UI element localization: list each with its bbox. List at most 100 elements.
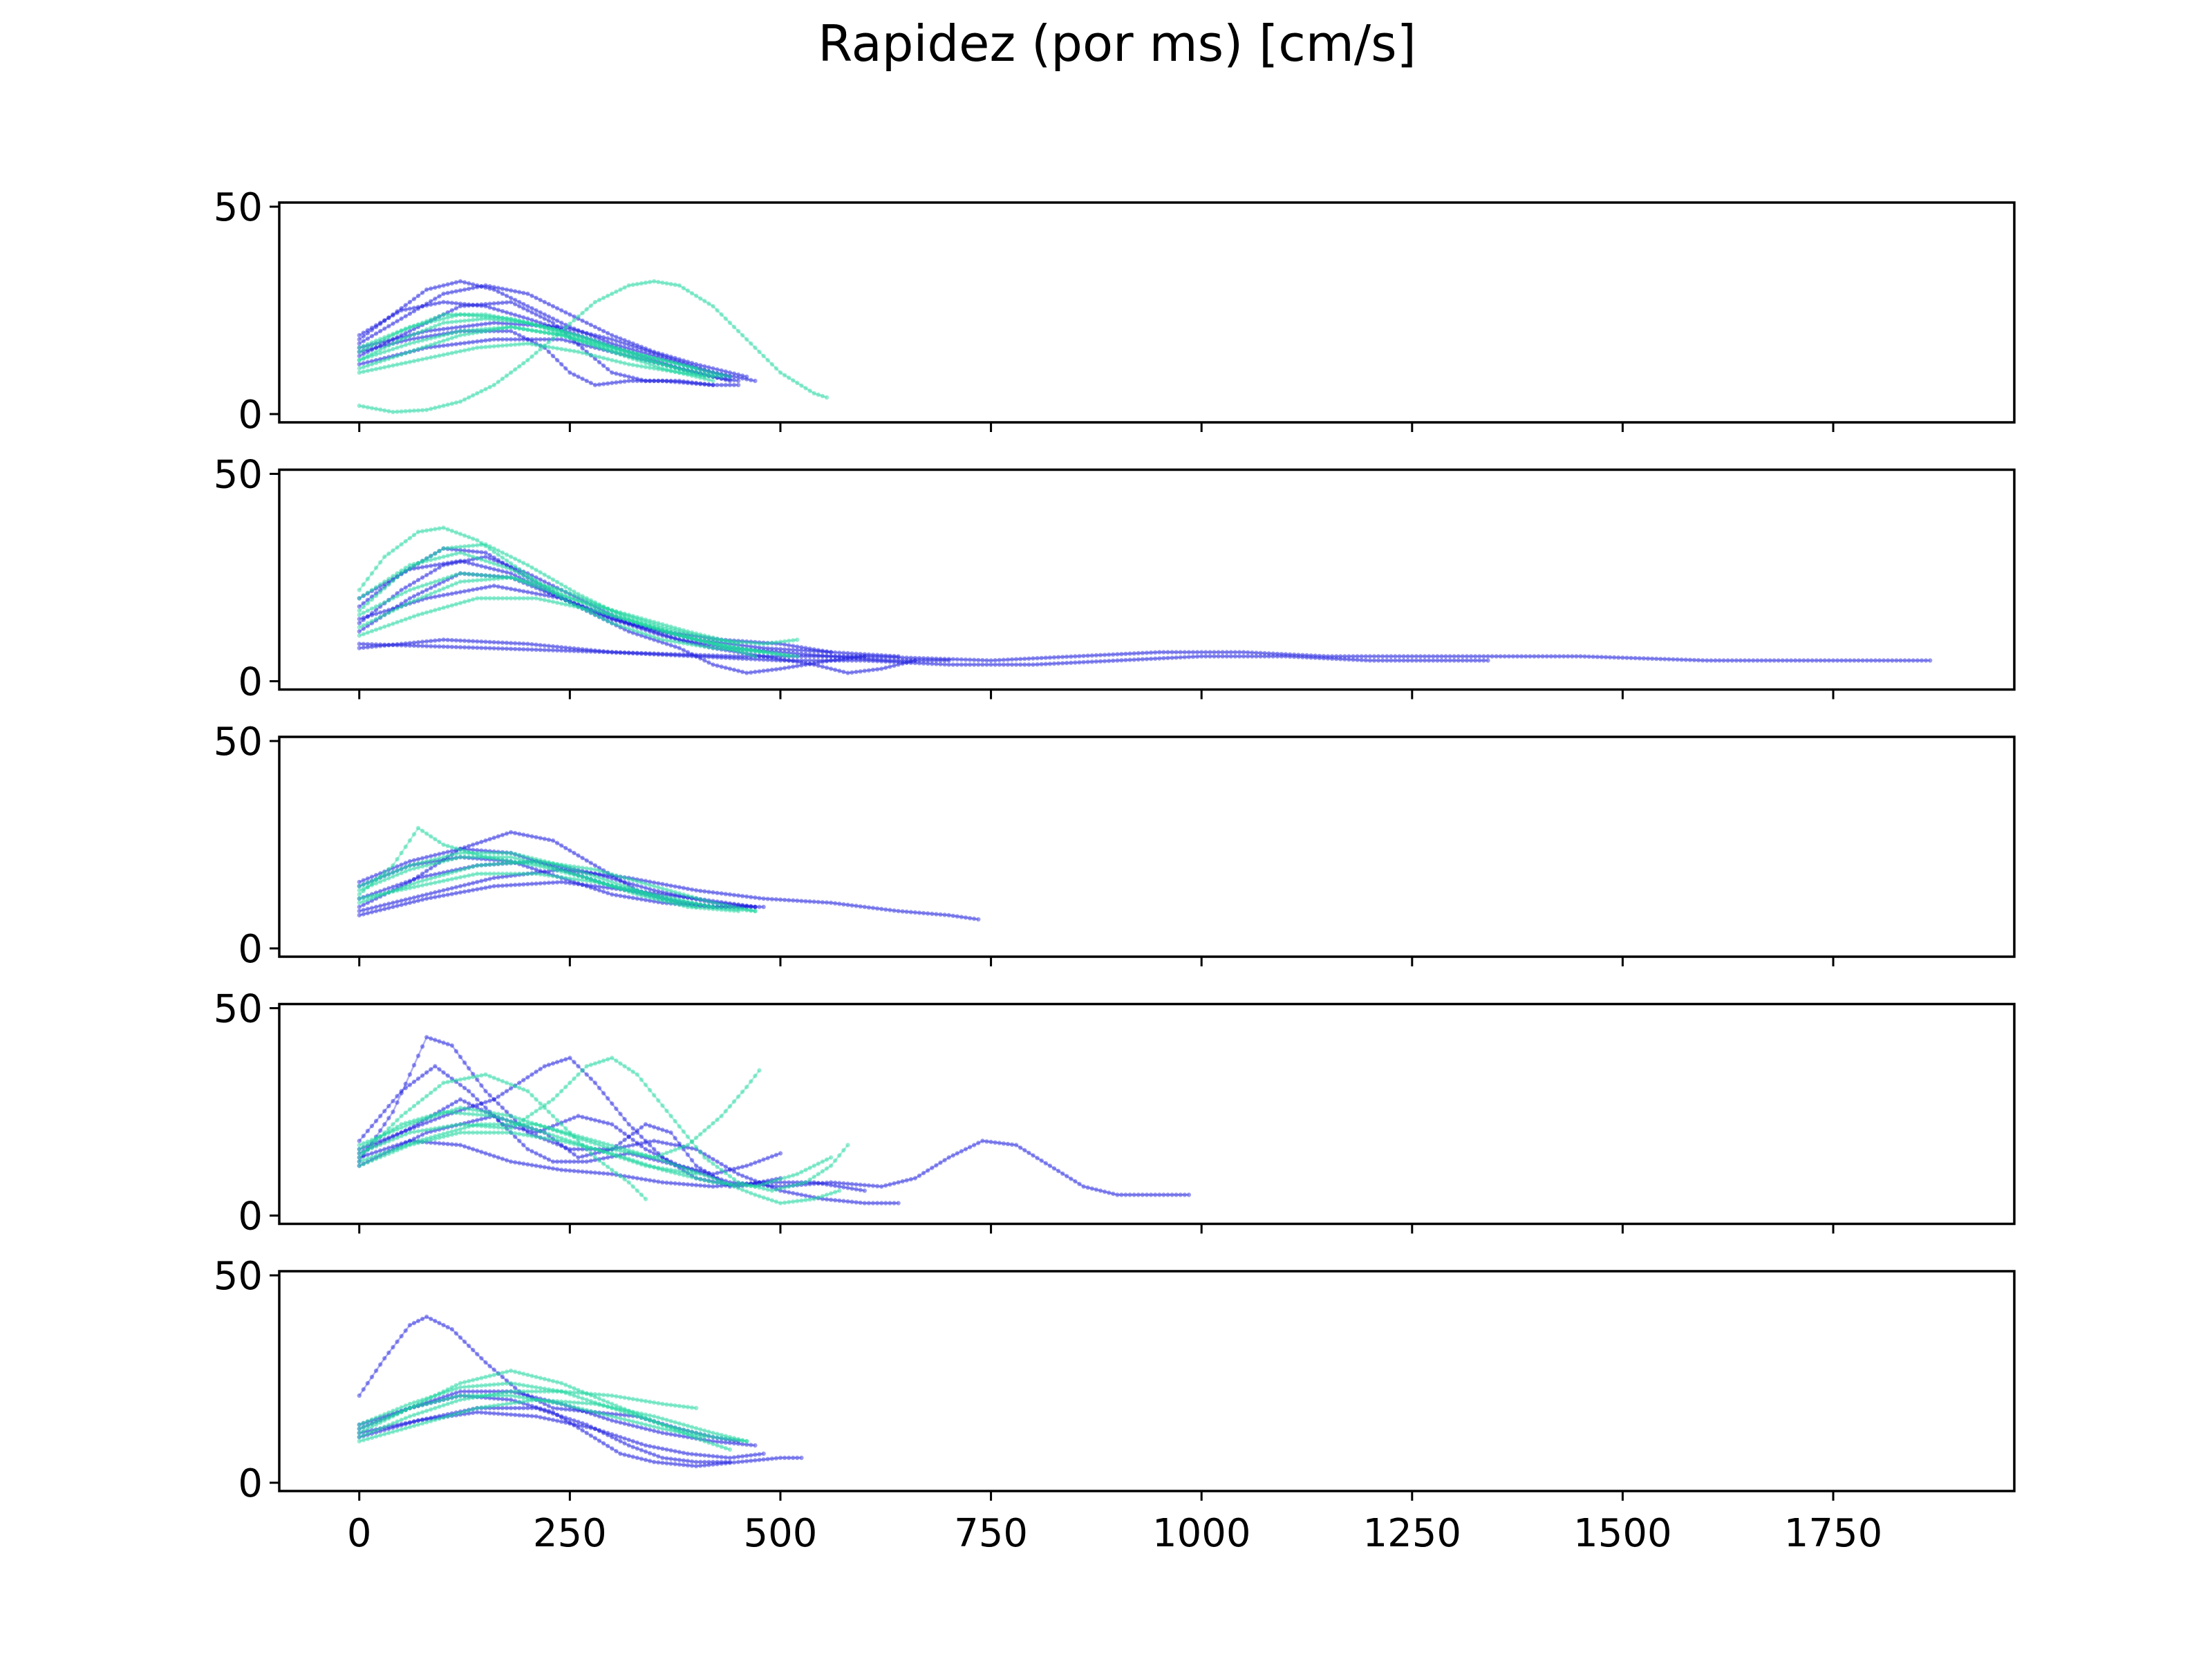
data-point (542, 836, 547, 841)
data-point (529, 859, 534, 864)
data-point (1687, 657, 1693, 662)
data-point (723, 641, 729, 646)
data-point (563, 597, 568, 603)
data-point (946, 658, 951, 663)
data-point (597, 868, 602, 873)
data-point (597, 606, 602, 611)
data-point (1397, 658, 1402, 663)
data-point (731, 906, 737, 912)
data-point (391, 409, 395, 415)
data-point (403, 360, 408, 366)
data-point (437, 284, 442, 289)
data-point (618, 1112, 623, 1116)
data-point (740, 906, 745, 911)
data-point (689, 291, 695, 296)
data-point (656, 1158, 661, 1163)
data-point (420, 594, 425, 600)
data-point (1043, 655, 1049, 660)
data-point (433, 859, 438, 864)
data-point (1759, 658, 1764, 663)
data-point (479, 284, 484, 289)
data-point (622, 617, 627, 621)
data-point (415, 874, 421, 879)
data-point (542, 326, 547, 331)
data-point (572, 332, 577, 337)
data-point (630, 650, 635, 656)
data-point (487, 544, 492, 549)
data-point (715, 375, 720, 380)
data-point (471, 587, 476, 592)
data-point (462, 559, 467, 565)
data-point (458, 571, 463, 576)
data-point (673, 901, 677, 906)
data-point (391, 1144, 395, 1149)
data-point (572, 601, 577, 606)
data-point (689, 653, 695, 657)
data-point (926, 661, 930, 666)
data-point (369, 881, 375, 886)
data-point (1367, 658, 1373, 663)
data-point (517, 319, 522, 324)
data-point (622, 345, 627, 350)
data-point (1165, 655, 1170, 661)
data-point (1679, 657, 1684, 662)
data-point (592, 874, 598, 879)
data-point (449, 575, 454, 580)
data-point (706, 635, 711, 641)
data-point (719, 376, 724, 382)
data-point (382, 887, 387, 892)
data-point (791, 378, 796, 383)
data-point (706, 655, 711, 659)
data-point (542, 583, 547, 588)
series-line (359, 301, 731, 382)
data-point (685, 650, 691, 655)
data-point (424, 345, 429, 350)
data-point (445, 1042, 450, 1047)
data-point (415, 894, 421, 899)
data-point (774, 1183, 779, 1189)
data-point (1115, 1192, 1120, 1197)
data-point (395, 1132, 400, 1137)
data-point (471, 856, 476, 861)
series-line (359, 856, 764, 908)
data-point (407, 1138, 413, 1143)
data-point (395, 591, 400, 596)
data-point (723, 1183, 729, 1188)
data-point (955, 914, 960, 919)
data-point (668, 359, 673, 365)
data-point (525, 1075, 530, 1080)
data-point (554, 328, 560, 332)
data-point (429, 895, 433, 901)
data-point (677, 366, 682, 371)
data-point (592, 338, 598, 344)
data-point (673, 355, 677, 361)
data-point (361, 902, 366, 908)
data-point (803, 652, 808, 657)
data-point (415, 561, 421, 566)
data-point (761, 646, 766, 650)
data-point (508, 861, 514, 865)
data-point (471, 339, 476, 344)
data-point (369, 883, 375, 888)
data-point (635, 376, 639, 382)
data-point (445, 1073, 450, 1078)
data-point (1751, 658, 1756, 663)
data-point (483, 316, 488, 321)
data-point (938, 1160, 943, 1165)
data-point (500, 585, 505, 590)
data-point (500, 850, 505, 856)
data-point (373, 565, 379, 570)
data-point (357, 612, 362, 617)
data-point (765, 648, 770, 654)
data-point (453, 306, 459, 311)
data-point (433, 297, 438, 301)
data-point (693, 901, 699, 906)
data-point (652, 626, 657, 631)
data-point (525, 579, 530, 584)
data-point (668, 1159, 673, 1164)
data-point (685, 632, 691, 637)
data-point (606, 1096, 610, 1101)
data-point (1073, 660, 1078, 665)
data-point (580, 865, 585, 870)
data-point (601, 342, 606, 348)
